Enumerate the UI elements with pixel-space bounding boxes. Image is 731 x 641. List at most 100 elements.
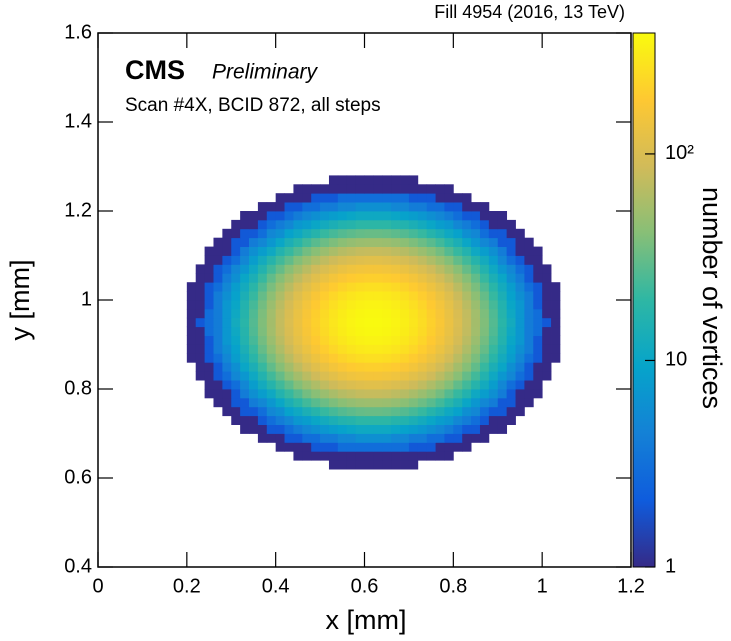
heatmap-cell xyxy=(240,415,250,425)
heatmap-cell xyxy=(417,246,428,256)
heatmap-cell xyxy=(320,237,330,247)
heatmap-cell xyxy=(328,406,339,417)
heatmap-cell xyxy=(213,282,223,292)
heatmap-cell xyxy=(400,291,410,301)
heatmap-cell xyxy=(266,219,277,230)
heatmap-cell xyxy=(346,424,357,434)
heatmap-cell xyxy=(444,424,454,434)
heatmap-cell xyxy=(249,326,259,336)
heatmap-cell xyxy=(479,424,490,434)
heatmap-cell xyxy=(479,308,490,319)
heatmap-cell xyxy=(275,371,285,381)
heatmap-cell xyxy=(328,308,339,319)
heatmap-cell xyxy=(222,273,232,283)
heatmap-cell xyxy=(391,451,401,461)
heatmap-cell xyxy=(328,211,339,221)
heatmap-cell xyxy=(497,362,508,372)
heatmap-cell xyxy=(417,424,428,434)
heatmap-cell xyxy=(444,406,454,417)
heatmap-cell xyxy=(444,326,454,336)
heatmap-cell xyxy=(373,433,383,443)
heatmap-cell xyxy=(426,282,436,292)
heatmap-cell xyxy=(426,415,436,425)
heatmap-cell xyxy=(293,344,303,354)
heatmap-cell xyxy=(355,184,365,194)
heatmap-cell xyxy=(320,308,330,319)
heatmap-cell xyxy=(524,344,534,354)
heatmap-cell xyxy=(355,255,365,265)
heatmap-cell xyxy=(311,291,321,301)
heatmap-cell xyxy=(240,380,250,390)
heatmap-cell xyxy=(257,219,268,230)
heatmap-cell xyxy=(444,228,454,239)
heatmap-cell xyxy=(320,442,330,452)
heatmap-cell xyxy=(293,362,303,372)
heatmap-cell xyxy=(249,335,259,345)
heatmap-cell xyxy=(435,380,445,390)
heatmap-cell xyxy=(373,415,383,425)
heatmap-cell xyxy=(284,237,294,247)
heatmap-cell xyxy=(302,424,312,434)
heatmap-cell xyxy=(373,308,383,319)
heatmap-cell xyxy=(293,246,303,256)
heatmap-cell xyxy=(213,362,223,372)
heatmap-cell xyxy=(382,282,392,292)
heatmap-cell xyxy=(346,380,357,390)
heatmap-cell xyxy=(284,380,294,390)
heatmap-cell xyxy=(444,202,454,212)
heatmap-cell xyxy=(320,406,330,417)
heatmap-cell xyxy=(488,317,499,328)
heatmap-cell xyxy=(462,344,472,354)
heatmap-cell xyxy=(373,237,383,247)
heatmap-cell xyxy=(426,380,436,390)
heatmap-cell xyxy=(222,353,232,363)
heatmap-cell xyxy=(284,424,294,434)
heatmap-cell xyxy=(204,389,214,399)
heatmap-cell xyxy=(302,380,312,390)
heatmap-cell xyxy=(497,389,508,399)
heatmap-cell xyxy=(337,424,348,434)
heatmap-cell xyxy=(346,264,357,274)
heatmap-cell xyxy=(524,371,534,381)
heatmap-cell xyxy=(515,264,525,274)
heatmap-cell xyxy=(488,380,499,390)
heatmap-cell xyxy=(337,202,348,212)
heatmap-cell xyxy=(240,335,250,345)
heatmap-cell xyxy=(186,353,197,363)
heatmap-cell xyxy=(515,353,525,363)
heatmap-cell xyxy=(328,219,339,230)
heatmap-cell xyxy=(391,380,401,390)
heatmap-cell xyxy=(346,237,357,247)
heatmap-cell xyxy=(506,273,516,283)
heatmap-cell xyxy=(231,380,241,390)
heatmap-cell xyxy=(266,389,277,399)
heatmap-cell xyxy=(400,397,410,408)
heatmap-cell xyxy=(373,424,383,434)
heatmap-cell xyxy=(408,184,419,194)
heatmap-cell xyxy=(462,326,472,336)
heatmap-cell xyxy=(364,353,374,363)
heatmap-cell xyxy=(488,344,499,354)
heatmap-cell xyxy=(462,442,472,452)
heatmap-cell xyxy=(551,353,561,363)
heatmap-cell xyxy=(435,228,445,239)
heatmap-cell xyxy=(400,317,410,328)
heatmap-cell xyxy=(355,273,365,283)
heatmap-cell xyxy=(346,175,357,185)
heatmap-cell xyxy=(426,273,436,283)
heatmap-cell xyxy=(293,397,303,408)
heatmap-cell xyxy=(462,255,472,265)
heatmap-cell xyxy=(249,424,259,434)
heatmap-cell xyxy=(346,371,357,381)
heatmap-cell xyxy=(231,282,241,292)
heatmap-cell xyxy=(400,326,410,336)
heatmap-cell xyxy=(213,317,223,328)
heatmap-cell xyxy=(391,335,401,345)
heatmap-cell xyxy=(373,184,383,194)
heatmap-cell xyxy=(284,255,294,265)
heatmap-cell xyxy=(408,273,419,283)
heatmap-cell xyxy=(444,300,454,310)
heatmap-cell xyxy=(471,433,481,443)
heatmap-cell xyxy=(302,433,312,443)
heatmap-cell xyxy=(462,335,472,345)
